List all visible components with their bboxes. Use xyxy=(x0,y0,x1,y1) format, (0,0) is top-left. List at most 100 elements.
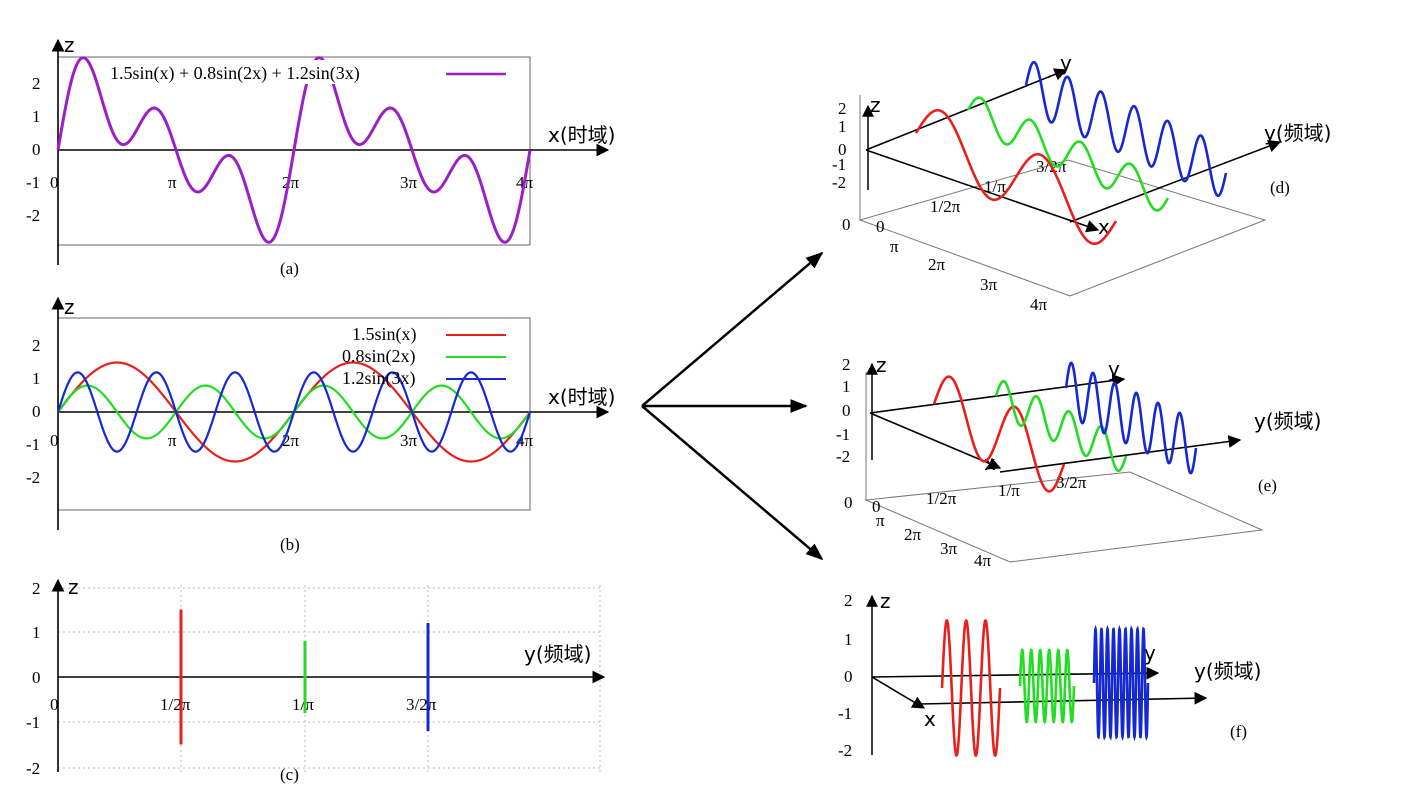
panel-d-ztick-m1: -1 xyxy=(832,155,846,174)
panel-a-legend-bg xyxy=(104,60,440,84)
panel-f: z y x y(频域) 2 1 0 -1 -2 (f) xyxy=(838,589,1261,760)
panel-d-btick-3pi: 3π xyxy=(980,275,998,294)
panel-b-legend-label-2: 1.2sin(3x) xyxy=(342,368,416,389)
panel-d-wave-blue xyxy=(1024,60,1228,198)
panel-a-z-label: z xyxy=(64,33,75,57)
panel-d-ztick-2: 2 xyxy=(838,99,847,118)
panel-a-x-label: x(时域) xyxy=(548,123,615,147)
panel-f-wave-red xyxy=(940,619,1002,757)
panel-a-ytick-m2: -2 xyxy=(26,206,40,225)
panel-e-ftick-1: 1/2π xyxy=(926,489,957,508)
panel-f-ztick-m1: -1 xyxy=(838,704,852,723)
arrow-to-f xyxy=(641,405,824,561)
panel-e-ztick-m1: -1 xyxy=(836,425,850,444)
panel-d-ztick-1: 1 xyxy=(838,117,847,136)
panel-a-ytick-m1: -1 xyxy=(26,173,40,192)
panel-e-ztick-0: 0 xyxy=(842,401,851,420)
panel-c-ytick-m2: -2 xyxy=(26,759,40,778)
panel-d-btick-2pi: 2π xyxy=(928,255,946,274)
panel-f-y-label: y xyxy=(1144,641,1156,665)
panel-c-xtick-three-half-pi: 3/2π xyxy=(406,695,437,714)
panel-d-ftick-1: 1/2π xyxy=(930,197,961,216)
panel-c-z-label: z xyxy=(68,575,79,599)
panel-d-caption: (d) xyxy=(1270,178,1290,197)
panel-e-btick-2pi: 2π xyxy=(904,525,922,544)
panel-f-wave-blue xyxy=(1092,624,1150,742)
panel-c-xtick-0: 0 xyxy=(50,695,59,714)
panel-b-ytick-2: 2 xyxy=(32,336,41,355)
panel-b-caption: (b) xyxy=(280,535,300,554)
panel-f-ztick-m2: -2 xyxy=(838,741,852,760)
panel-d-x-label: x xyxy=(1098,215,1110,239)
panel-b-y-ticks: 2 1 0 -1 -2 xyxy=(26,336,41,487)
panel-f-wave-green xyxy=(1018,648,1076,724)
panel-b-xtick-pi: π xyxy=(168,431,177,450)
panel-f-ztick-2: 2 xyxy=(844,591,853,610)
panel-f-x-label: x xyxy=(924,707,936,731)
panel-b-x-label: x(时域) xyxy=(548,385,615,409)
panel-d-btick-pi: π xyxy=(890,237,899,256)
panel-e-wave-red xyxy=(932,375,1066,493)
panel-e-btick-4pi: 4π xyxy=(974,551,992,570)
panel-a-x-ticks: 0 π 2π 3π 4π xyxy=(50,173,534,192)
panel-e-ftick-2: 1/π xyxy=(998,481,1020,500)
panel-c-x-ticks: 0 1/2π 1/π 3/2π xyxy=(50,695,437,714)
panel-e-btick-0b: 0 xyxy=(872,497,881,516)
panel-d-freq-label: y(频域) xyxy=(1264,121,1331,145)
panel-d-ztick-0: 0 xyxy=(838,140,847,159)
panel-d-y-label: y xyxy=(1060,51,1072,75)
panel-b-xtick-4pi: 4π xyxy=(516,431,534,450)
panel-c-ytick-1: 1 xyxy=(32,623,41,642)
panel-b: z x(时域) 2 1 0 -1 -2 0 π 2π 3π 4π 1.5sin(… xyxy=(26,295,615,554)
panel-c-ytick-2: 2 xyxy=(32,579,41,598)
panel-b-ytick-m1: -1 xyxy=(26,435,40,454)
panel-e-freq-ticks: 1/2π 1/π 3/2π xyxy=(926,473,1087,508)
panel-e-btick-0a: 0 xyxy=(844,493,853,512)
panel-c-xtick-half-pi: 1/2π xyxy=(160,695,191,714)
panel-a-xtick-pi: π xyxy=(168,173,177,192)
panel-e-btick-3pi: 3π xyxy=(940,539,958,558)
panel-d-btick-4pi: 4π xyxy=(1030,295,1048,314)
panel-c-grid xyxy=(58,585,601,775)
panel-c: z y(频域) 2 1 0 -1 -2 0 1/2π 1/π 3/2π (c) xyxy=(26,575,606,784)
panel-e-wave-green xyxy=(994,379,1128,473)
panel-c-y-ticks: 2 1 0 -1 -2 xyxy=(26,579,41,778)
panel-c-y-label: y(频域) xyxy=(524,642,591,666)
panel-e-ztick-m2: -2 xyxy=(836,447,850,466)
panel-d-wave-red xyxy=(914,108,1118,246)
panel-f-ztick-0: 0 xyxy=(844,667,853,686)
panel-f-x-axis xyxy=(871,676,926,709)
panel-f-z-label: z xyxy=(880,589,891,613)
panel-b-legend-label-0: 1.5sin(x) xyxy=(352,324,417,345)
panel-a-xtick-0: 0 xyxy=(50,173,59,192)
panel-b-ytick-0: 0 xyxy=(32,402,41,421)
panel-a-legend-label: 1.5sin(x) + 0.8sin(2x) + 1.2sin(3x) xyxy=(110,63,360,84)
panel-a-caption: (a) xyxy=(280,259,299,278)
panel-b-ytick-m2: -2 xyxy=(26,468,40,487)
panel-d-z-ticks: 2 1 0 -1 -2 xyxy=(832,99,847,192)
panel-d-ftick-2: 1/π xyxy=(984,177,1006,196)
panel-d-base-ticks: 0 0 π 2π 3π 4π xyxy=(842,215,1048,314)
panel-b-legend-label-1: 0.8sin(2x) xyxy=(342,346,416,367)
transition-arrows xyxy=(641,251,824,561)
panel-d-wave-green xyxy=(966,96,1170,212)
panel-a-ytick-2: 2 xyxy=(32,74,41,93)
panel-e-btick-pi: π xyxy=(876,511,885,530)
panel-f-y-axis xyxy=(871,666,1160,680)
panel-b-series-sin3 xyxy=(56,371,532,453)
panel-d-ztick-m2: -2 xyxy=(832,173,846,192)
panel-e-x-axis xyxy=(869,412,1002,470)
panel-f-freq-axis xyxy=(919,691,1208,705)
panel-f-ztick-1: 1 xyxy=(844,630,853,649)
panel-a-ytick-0: 0 xyxy=(32,140,41,159)
panel-e-z-ticks: 2 1 0 -1 -2 xyxy=(836,355,851,466)
panel-c-caption: (c) xyxy=(280,765,299,784)
arrow-to-d xyxy=(641,251,824,407)
panel-a-ytick-1: 1 xyxy=(32,107,41,126)
panel-e-freq-label: y(频域) xyxy=(1254,409,1321,433)
panel-e-z-label: z xyxy=(876,353,887,377)
panel-a: z x(时域) 2 1 0 -1 -2 0 π 2π 3π 4π 1.5sin(… xyxy=(26,33,615,278)
panel-c-ytick-m1: -1 xyxy=(26,713,40,732)
panel-e-freq-axis xyxy=(999,435,1242,473)
